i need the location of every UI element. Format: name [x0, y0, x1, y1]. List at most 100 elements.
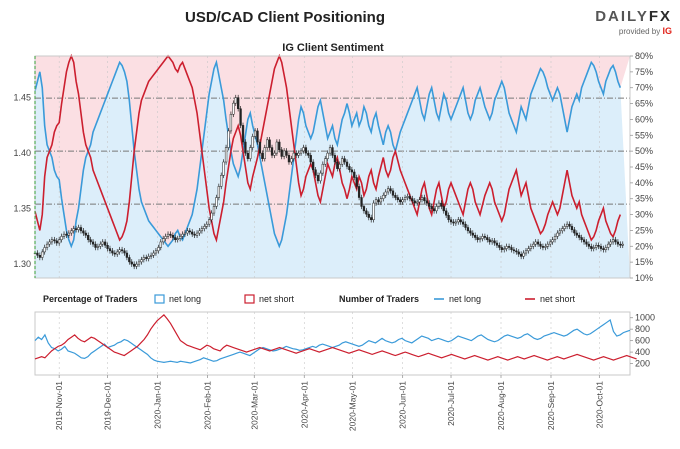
price-candle-body	[41, 251, 44, 258]
price-candle-body	[299, 150, 303, 154]
price-candle-body	[585, 241, 588, 245]
price-candle-body	[488, 239, 491, 243]
price-candle-body	[580, 237, 583, 240]
price-candle-body	[510, 247, 513, 250]
price-candle-body	[355, 177, 358, 187]
price-candle-body	[396, 197, 399, 200]
price-candle-body	[106, 245, 109, 249]
price-candle-body	[227, 130, 230, 148]
price-candle-body	[592, 247, 595, 249]
price-tick-label: 1.35	[13, 204, 31, 214]
price-candle-body	[549, 241, 552, 245]
price-candle-body	[461, 221, 465, 225]
price-candle-body	[103, 241, 107, 246]
price-candle-body	[353, 171, 356, 178]
price-candle-body	[195, 232, 199, 236]
price-candle-body	[578, 235, 581, 238]
percent-tick-label: 65%	[635, 99, 653, 109]
price-candle-body	[597, 245, 600, 247]
price-candle-body	[331, 147, 334, 156]
price-candle-body	[101, 241, 104, 245]
price-candle-body	[125, 252, 129, 258]
price-candle-body	[539, 243, 542, 247]
price-candle-body	[304, 147, 308, 154]
price-candle-body	[290, 158, 293, 163]
price-candle-body	[590, 246, 593, 249]
price-candle-body	[546, 243, 549, 247]
price-candle-body	[79, 227, 83, 232]
legend-group1-title: Percentage of Traders	[43, 294, 138, 304]
date-tick-label: 2020-Jul-01	[446, 381, 456, 426]
price-candle-body	[135, 263, 138, 267]
price-candle-body	[341, 158, 344, 165]
price-candle-body	[164, 236, 167, 239]
price-candle-body	[268, 139, 271, 148]
price-candle-body	[401, 199, 404, 203]
price-candle-body	[314, 169, 317, 176]
price-candle-body	[159, 241, 162, 248]
price-candle-body	[384, 191, 387, 196]
net-short-line	[34, 53, 622, 243]
price-candle-body	[587, 243, 591, 247]
percent-tick-label: 45%	[635, 162, 653, 172]
price-candle-body	[263, 147, 266, 159]
percent-tick-label: 55%	[635, 130, 653, 140]
brand-logo: DAILYFX provided by IG	[580, 8, 672, 36]
price-candle-body	[118, 249, 121, 253]
price-candle-body	[84, 232, 87, 236]
date-tick-label: 2019-Dec-01	[103, 381, 113, 430]
price-candle-body	[321, 163, 324, 174]
price-candle-body	[478, 238, 482, 240]
price-candle-body	[524, 250, 528, 254]
price-candle-body	[445, 210, 448, 216]
price-candle-body	[413, 200, 416, 204]
price-candle-body	[423, 197, 426, 202]
price-candle-body	[142, 257, 145, 260]
price-candle-body	[162, 238, 165, 243]
price-candle-body	[536, 241, 540, 245]
price-candle-body	[449, 219, 453, 223]
price-candle-body	[582, 239, 586, 243]
price-candle-body	[128, 257, 131, 263]
price-candle-body	[430, 206, 433, 209]
price-candle-body	[604, 247, 607, 250]
price-candle-body	[53, 239, 56, 242]
percent-axis: 10% 15% 20% 25% 30% 35% 40% 45% 50% 55% 60% 65% 70% 7…	[630, 51, 653, 283]
price-candle-body	[166, 233, 170, 237]
price-candle-body	[261, 152, 264, 159]
price-candles	[33, 94, 624, 270]
price-candle-body	[316, 175, 320, 182]
price-candle-body	[229, 114, 233, 132]
price-candle-body	[108, 248, 112, 252]
price-candle-body	[348, 166, 351, 171]
price-candle-body	[174, 237, 177, 240]
net-short-area	[35, 56, 630, 247]
percent-tick-label: 70%	[635, 83, 653, 93]
price-candle-body	[616, 241, 620, 245]
price-candle-body	[295, 152, 298, 156]
price-candle-body	[287, 155, 291, 163]
price-candle-body	[319, 172, 322, 182]
price-candle-body	[232, 102, 235, 115]
price-candle-body	[476, 237, 479, 240]
price-candle-body	[614, 239, 617, 243]
upper-chart-title: IG Client Sentiment	[282, 42, 384, 54]
price-candle-body	[89, 239, 92, 243]
price-candle-body	[425, 200, 428, 204]
price-candle-body	[391, 190, 395, 196]
price-candle-body	[312, 161, 315, 171]
date-tick-label: 2020-May-01	[348, 381, 358, 431]
price-candle-body	[599, 246, 603, 249]
price-candle-body	[454, 221, 458, 224]
price-tick-label: 1.40	[13, 148, 31, 158]
price-candle-body	[505, 246, 508, 249]
price-candle-body	[266, 139, 269, 148]
percent-tick-label: 50%	[635, 146, 653, 156]
price-candle-body	[82, 230, 85, 234]
price-candle-body	[270, 147, 274, 156]
price-candle-body	[275, 141, 279, 154]
price-candle-body	[336, 161, 339, 169]
price-candle-body	[116, 251, 119, 255]
price-candle-body	[512, 249, 516, 252]
